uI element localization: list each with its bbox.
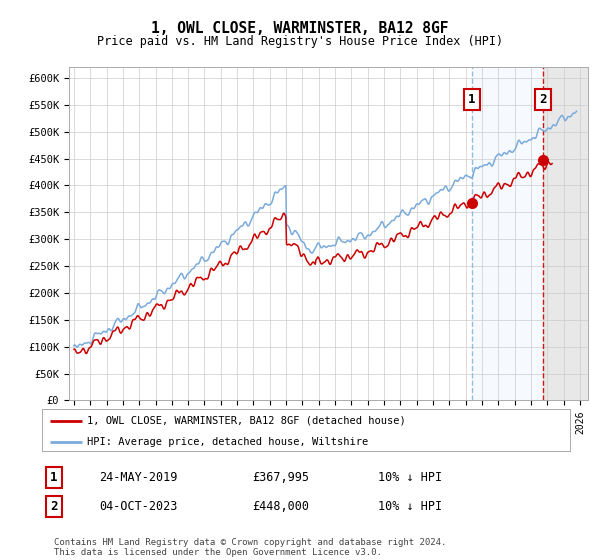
Text: £367,995: £367,995: [252, 470, 309, 484]
Text: 2: 2: [50, 500, 58, 514]
Text: £448,000: £448,000: [252, 500, 309, 514]
Bar: [472, 67, 543, 400]
Text: 24-MAY-2019: 24-MAY-2019: [99, 470, 178, 484]
Text: Price paid vs. HM Land Registry's House Price Index (HPI): Price paid vs. HM Land Registry's House …: [97, 35, 503, 48]
Text: 1: 1: [468, 93, 476, 106]
Text: 10% ↓ HPI: 10% ↓ HPI: [378, 500, 442, 514]
Text: 04-OCT-2023: 04-OCT-2023: [99, 500, 178, 514]
Bar: [543, 67, 588, 400]
Text: Contains HM Land Registry data © Crown copyright and database right 2024.
This d: Contains HM Land Registry data © Crown c…: [54, 538, 446, 557]
Bar: [543, 67, 588, 400]
Text: 1, OWL CLOSE, WARMINSTER, BA12 8GF (detached house): 1, OWL CLOSE, WARMINSTER, BA12 8GF (deta…: [87, 416, 406, 426]
Text: 10% ↓ HPI: 10% ↓ HPI: [378, 470, 442, 484]
Text: HPI: Average price, detached house, Wiltshire: HPI: Average price, detached house, Wilt…: [87, 437, 368, 446]
Text: 1: 1: [50, 470, 58, 484]
Text: 2: 2: [539, 93, 547, 106]
Text: 1, OWL CLOSE, WARMINSTER, BA12 8GF: 1, OWL CLOSE, WARMINSTER, BA12 8GF: [151, 21, 449, 36]
